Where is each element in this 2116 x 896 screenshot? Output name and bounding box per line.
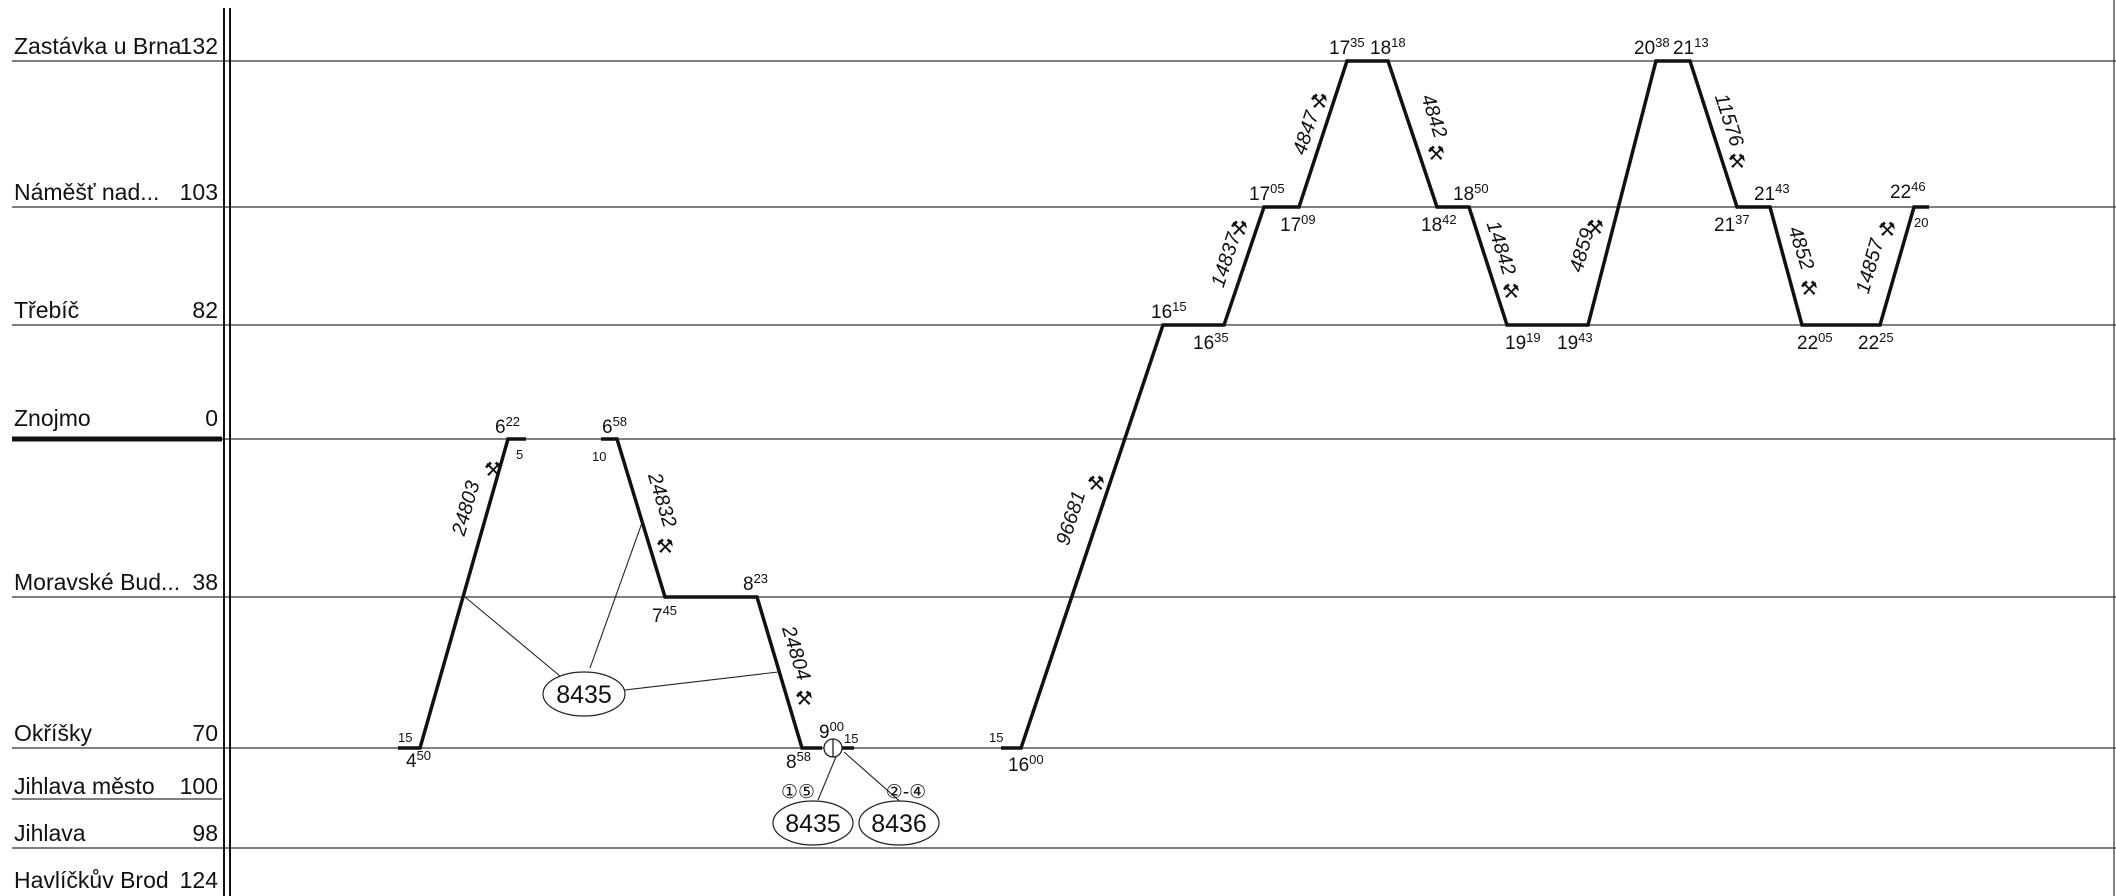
time-label: 2143 — [1754, 181, 1790, 205]
train-path-24832-24804 — [601, 437, 822, 750]
time-label: 823 — [743, 571, 768, 595]
station-name: Zastávka u Brna — [14, 33, 182, 59]
time-label: 1705 — [1249, 181, 1285, 205]
station-km: 100 — [180, 773, 218, 799]
train-icons: ⚒ ⚒ ⚒ ⚒ ⚒ ⚒ ⚒ ⚒ ⚒ ⚒ ⚒ ⚒ — [484, 91, 1896, 710]
hammer-icon: ⚒ — [1427, 143, 1445, 165]
hammer-icon: ⚒ — [484, 459, 502, 481]
time-label: 1615 — [1151, 299, 1187, 323]
station-labels: Zastávka u Brna 132 Náměšť nad... 103 Tř… — [14, 33, 218, 893]
circulation-ellipse — [772, 800, 854, 846]
time-label: 2246 — [1890, 179, 1926, 203]
station-name: Náměšť nad... — [14, 179, 159, 205]
station-name: Třebíč — [14, 297, 79, 323]
minute-annotation: 5 — [516, 447, 523, 462]
circulation-label: 8435 — [556, 681, 612, 709]
time-label: 1635 — [1193, 330, 1229, 354]
train-number-label: 4852 — [1783, 224, 1818, 273]
time-label: 1842 — [1421, 212, 1457, 236]
connector-lines — [464, 519, 905, 806]
train-number-label: 14857 — [1852, 236, 1889, 296]
station-name: Moravské Bud... — [14, 569, 180, 595]
connector-line — [817, 751, 839, 801]
time-label: 745 — [652, 603, 677, 627]
time-label: 1600 — [1008, 752, 1044, 776]
time-label: 900 — [819, 719, 844, 743]
station-km: 70 — [192, 720, 218, 746]
minute-annotation: 20 — [1914, 215, 1928, 230]
hammer-icon: ⚒ — [1800, 278, 1818, 300]
time-label: 858 — [786, 749, 811, 773]
hammer-icon: ⚒ — [1230, 218, 1248, 240]
minute-annotation: 15 — [398, 730, 412, 745]
hammer-icon: ⚒ — [1586, 217, 1604, 239]
station-name: Jihlava — [14, 820, 86, 846]
days-label: ②-④ — [886, 782, 926, 803]
time-label: 1709 — [1280, 212, 1316, 236]
time-label: 2113 — [1673, 35, 1709, 59]
hammer-icon: ⚒ — [1878, 219, 1896, 241]
station-km: 38 — [192, 569, 218, 595]
train-number-label: 24832 — [643, 469, 681, 530]
station-name: Havlíčkův Brod — [14, 867, 169, 893]
circulation-label: 8436 — [871, 810, 927, 838]
station-km: 98 — [192, 820, 218, 846]
circulation-labels: 8435 8435 8436 ①⑤ ②-④ — [542, 671, 940, 846]
time-label: 2038 — [1634, 35, 1670, 59]
minute-annotation: 10 — [592, 449, 606, 464]
train-number-label: 24803 — [448, 479, 485, 539]
small-minute-labels: 15 5 10 15 15 20 — [398, 215, 1928, 746]
station-km: 132 — [180, 33, 218, 59]
circulation-ellipse — [542, 671, 626, 717]
time-label: 1943 — [1557, 330, 1593, 354]
time-labels: 450 622 658 745 823 858 900 1600 1615 16… — [406, 35, 1926, 776]
time-label: 1735 — [1329, 35, 1365, 59]
station-km: 82 — [192, 297, 218, 323]
time-label: 1818 — [1370, 35, 1406, 59]
train-paths — [398, 59, 1929, 750]
minute-annotation: 15 — [844, 731, 858, 746]
hammer-icon: ⚒ — [656, 536, 674, 558]
connector-line — [624, 671, 779, 691]
station-lines — [12, 0, 2116, 896]
hammer-icon: ⚒ — [1728, 151, 1746, 173]
time-label: 2137 — [1714, 212, 1750, 236]
days-label: ①⑤ — [781, 782, 815, 803]
connector-line — [464, 596, 561, 677]
hammer-icon: ⚒ — [1087, 473, 1105, 495]
time-label: 450 — [406, 748, 431, 772]
hammer-icon: ⚒ — [1502, 281, 1520, 303]
circulation-label: 8435 — [785, 810, 841, 838]
train-path-24803 — [398, 437, 526, 750]
time-label: 1850 — [1453, 181, 1489, 205]
hammer-icon: ⚒ — [795, 688, 813, 710]
crossing-symbol — [823, 738, 843, 758]
train-number-label: 4842 — [1416, 92, 1451, 141]
train-number-label: 24804 — [777, 622, 815, 683]
time-label: 1919 — [1505, 330, 1541, 354]
time-label: 622 — [495, 414, 520, 438]
station-name: Jihlava město — [14, 773, 155, 799]
time-label: 658 — [602, 414, 627, 438]
connector-line — [589, 519, 644, 669]
time-label: 2205 — [1797, 330, 1833, 354]
hammer-icon: ⚒ — [1310, 91, 1328, 113]
connector-line — [843, 751, 905, 806]
station-name: Okříšky — [14, 720, 92, 746]
station-km: 103 — [180, 179, 218, 205]
train-number-label: 96681 — [1052, 488, 1090, 548]
station-km: 124 — [180, 867, 219, 893]
station-name: Znojmo — [14, 405, 91, 431]
time-label: 2225 — [1858, 330, 1894, 354]
minute-annotation: 15 — [989, 730, 1003, 745]
circulation-ellipse — [858, 800, 940, 846]
train-path-96681-14837-4847-4842-14842-4859-11576-4852-14857 — [1001, 59, 1929, 750]
station-km: 0 — [205, 405, 218, 431]
